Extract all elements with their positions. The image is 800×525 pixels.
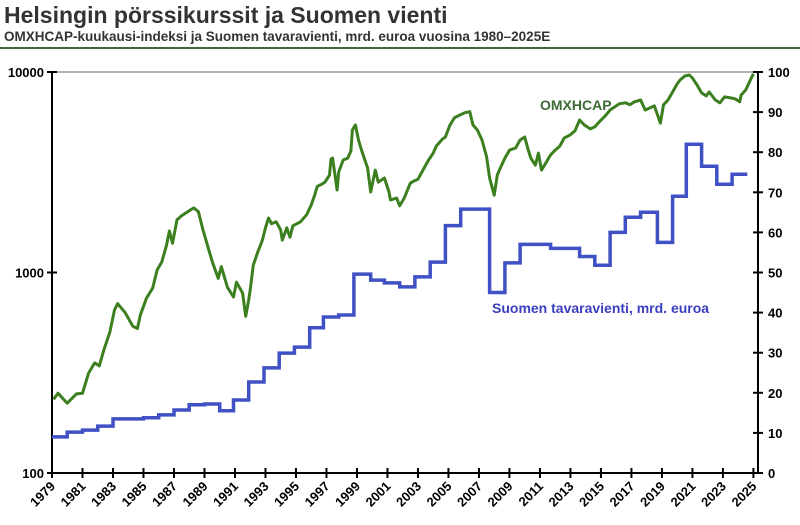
right-tick-label: 0 [768, 466, 775, 481]
x-tick-label: 2003 [393, 479, 424, 510]
x-tick-label: 2013 [546, 479, 577, 510]
x-tick-label: 1987 [149, 479, 180, 510]
x-tick-label: 2019 [637, 479, 668, 510]
x-tick-label: 1995 [271, 479, 302, 510]
omxhcap-label: OMXHCAP [540, 97, 612, 113]
x-tick-label: 1993 [241, 479, 272, 510]
right-tick-label: 70 [768, 185, 782, 200]
left-tick-label: 10000 [8, 65, 44, 80]
x-tick-label: 2015 [576, 479, 607, 510]
right-tick-label: 50 [768, 266, 782, 281]
x-tick-label: 1985 [119, 479, 150, 510]
x-tick-label: 2001 [363, 479, 394, 510]
x-tick-label: 1983 [88, 479, 119, 510]
x-tick-label: 2025 [728, 479, 759, 510]
omxhcap-line [52, 73, 755, 405]
x-tick-label: 2021 [667, 479, 698, 510]
x-tick-label: 2011 [516, 479, 547, 510]
left-tick-label: 1000 [15, 266, 44, 281]
export-label: Suomen tavaravienti, mrd. euroa [492, 300, 709, 316]
chart-subtitle: OMXHCAP-kuukausi-indeksi ja Suomen tavar… [4, 29, 551, 44]
right-tick-label: 90 [768, 105, 782, 120]
export-step-line [52, 142, 748, 439]
right-tick-label: 10 [768, 426, 782, 441]
x-tick-label: 2023 [698, 479, 729, 510]
x-tick-label: 1979 [27, 479, 58, 510]
right-tick-label: 60 [768, 225, 782, 240]
x-tick-label: 1981 [58, 479, 89, 510]
x-tick-label: 1989 [180, 479, 211, 510]
x-tick-label: 1999 [332, 479, 363, 510]
x-tick-label: 1997 [302, 479, 333, 510]
right-tick-label: 100 [768, 65, 790, 80]
x-tick-label: 2017 [607, 479, 638, 510]
right-tick-label: 80 [768, 145, 782, 160]
left-tick-label: 100 [22, 466, 44, 481]
right-tick-label: 40 [768, 306, 782, 321]
x-tick-label: 1991 [210, 479, 241, 510]
x-tick-label: 2007 [454, 479, 485, 510]
x-tick-label: 2005 [424, 479, 455, 510]
right-tick-label: 30 [768, 346, 782, 361]
title-divider [0, 47, 800, 49]
chart-title: Helsingin pörssikurssit ja Suomen vienti [4, 2, 448, 28]
right-tick-label: 20 [768, 386, 782, 401]
x-tick-label: 2009 [485, 479, 516, 510]
